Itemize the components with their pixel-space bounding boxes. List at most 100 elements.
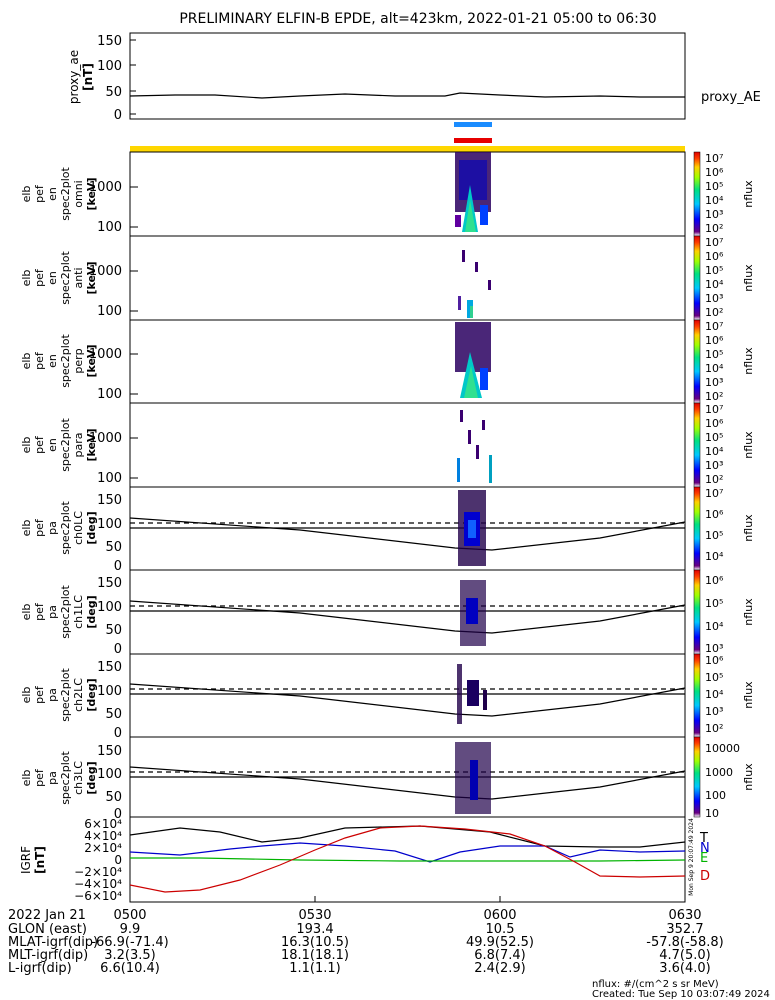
ch1-label: elb pef pa spec2plot ch1LC [deg] bbox=[20, 585, 98, 639]
ae-coverage-bar bbox=[454, 122, 492, 127]
ch2-frame bbox=[129, 653, 686, 738]
ephem-row3-v0: 3.2(3.5) bbox=[104, 948, 156, 963]
igrf-line-E bbox=[130, 857, 686, 862]
igrf-line-T bbox=[129, 825, 686, 848]
ch1-label-4: spec2plot bbox=[59, 585, 72, 639]
spectrogram-anti bbox=[458, 250, 491, 318]
ephemeris-table: 2022 Jan 21 0500 0530 0600 0630 GLON (ea… bbox=[8, 896, 724, 976]
cb2-tick-6: 10² bbox=[705, 306, 723, 319]
igrf-panel: 6×10⁴ 4×10⁴ 2×10⁴ 0 −2×10⁴ −4×10⁴ −6×10⁴… bbox=[19, 816, 710, 903]
anti-label-4: spec2plot bbox=[59, 251, 72, 305]
ch2-label-3: pa bbox=[46, 688, 59, 702]
cb5-tick-2: 10⁶ bbox=[705, 508, 724, 521]
ephem-row1-v0: 9.9 bbox=[120, 922, 141, 937]
omni-label-5: omni bbox=[72, 180, 85, 207]
para-label-4: spec2plot bbox=[59, 418, 72, 472]
epd-coverage-bar bbox=[454, 138, 492, 143]
igrf-tick-m2e4: −2×10⁴ bbox=[74, 865, 122, 879]
cb6-tick-2: 10⁵ bbox=[705, 597, 723, 610]
pa-spectrogram-ch2 bbox=[457, 664, 487, 724]
cb3-unit: nflux bbox=[742, 347, 755, 375]
ch0-label-6: [deg] bbox=[85, 511, 98, 544]
colorbar-2 bbox=[693, 235, 701, 321]
colorbars: 10⁷ 10⁶ 10⁵ 10⁴ 10³ 10² 10⁷ 10⁶ 10⁵ 10⁴ … bbox=[693, 151, 755, 820]
ch3-label-3: pa bbox=[46, 771, 59, 785]
cb4-unit: nflux bbox=[742, 431, 755, 459]
ch2-label: elb pef pa spec2plot ch2LC [deg] bbox=[20, 668, 98, 722]
ch0-tick-0: 0 bbox=[114, 559, 122, 574]
cb5-tick-4: 10⁴ bbox=[705, 550, 724, 563]
ae-ytick-labels: 150 100 50 0 bbox=[97, 34, 122, 123]
ephem-row4-label: L-igrf(dip) bbox=[8, 961, 72, 976]
anti-tick-1000: 1000 bbox=[89, 264, 122, 279]
para-tick-100: 100 bbox=[97, 471, 122, 486]
colorbar-1 bbox=[693, 151, 701, 237]
colorbar-7 bbox=[693, 653, 701, 738]
ae-series-label: proxy_AE bbox=[701, 90, 761, 105]
ch1-frame bbox=[129, 569, 686, 655]
omni-tick-1000: 1000 bbox=[89, 180, 122, 195]
pa-spectrogram-ch0 bbox=[458, 490, 486, 566]
perp-label-1: elb bbox=[20, 353, 33, 370]
figure-title: PRELIMINARY ELFIN-B EPDE, alt=423km, 202… bbox=[179, 11, 656, 27]
cb1-tick-2: 10⁶ bbox=[705, 166, 724, 179]
cb6-unit: nflux bbox=[742, 598, 755, 626]
omni-frame bbox=[129, 151, 686, 237]
anti-label-5: anti bbox=[72, 267, 85, 288]
cb6-tick-4: 10³ bbox=[705, 642, 723, 655]
colorbar-8 bbox=[693, 736, 701, 818]
ch3-tick-0: 0 bbox=[114, 807, 122, 822]
cb1-tick-3: 10⁵ bbox=[705, 180, 723, 193]
cb5-unit: nflux bbox=[742, 514, 755, 542]
ephem-row3-v2: 6.8(7.4) bbox=[474, 948, 526, 963]
ch3-curves bbox=[129, 766, 686, 800]
igrf-side-stamp: Mon Sep 9 20:07:49 2024 bbox=[688, 818, 695, 896]
ch2-tick-0: 0 bbox=[114, 726, 122, 741]
cb7-tick-4: 10³ bbox=[705, 705, 723, 718]
cb5-tick-3: 10⁵ bbox=[705, 529, 723, 542]
cb8-tick-1: 10000 bbox=[705, 742, 740, 755]
omni-label-2: pef bbox=[33, 184, 46, 203]
colorbar-6 bbox=[693, 569, 701, 655]
cb4-tick-5: 10³ bbox=[705, 459, 723, 472]
ch0-label-3: pa bbox=[46, 521, 59, 535]
igrf-legend-D: D bbox=[700, 869, 710, 884]
cb1-tick-5: 10³ bbox=[705, 208, 723, 221]
ch2-tick-50: 50 bbox=[105, 707, 122, 722]
ch2-tick-100: 100 bbox=[97, 684, 122, 699]
ephem-row0-v3: 0630 bbox=[668, 908, 701, 923]
ch1-label-5: ch1LC bbox=[72, 595, 85, 629]
ephem-row0-v2: 0600 bbox=[483, 908, 516, 923]
cb4-tick-2: 10⁶ bbox=[705, 417, 724, 430]
ephem-row1-v3: 352.7 bbox=[666, 922, 703, 937]
colorbar-3 bbox=[693, 319, 701, 404]
anti-label-3: en bbox=[46, 271, 59, 285]
para-frame bbox=[129, 402, 686, 488]
cb2-tick-4: 10⁴ bbox=[705, 278, 724, 291]
omni-label-1: elb bbox=[20, 186, 33, 203]
ch2-label-4: spec2plot bbox=[59, 668, 72, 722]
igrf-legend-N: N bbox=[700, 841, 710, 856]
cb2-tick-5: 10³ bbox=[705, 292, 723, 305]
cb3-tick-1: 10⁷ bbox=[705, 320, 723, 333]
ch3-label-1: elb bbox=[20, 770, 33, 787]
status-bar bbox=[130, 146, 685, 152]
ch3-label: elb pef pa spec2plot ch3LC [deg] bbox=[20, 751, 98, 805]
igrf-ylabel-1: IGRF bbox=[19, 846, 33, 874]
ch1-curves bbox=[129, 600, 686, 634]
ae-panel: 150 100 50 0 proxy_ae [nT] proxy_AE bbox=[67, 32, 761, 123]
ephem-row2-v1: 16.3(10.5) bbox=[281, 935, 349, 950]
ae-ylabel-2: [nT] bbox=[81, 63, 95, 91]
cb1-tick-4: 10⁴ bbox=[705, 194, 724, 207]
ch0-label-2: pef bbox=[33, 518, 46, 537]
cb6-tick-3: 10⁴ bbox=[705, 620, 724, 633]
ephem-row4-v0: 6.6(10.4) bbox=[100, 961, 160, 976]
footer-units: nflux: #/(cm^2 s sr MeV) bbox=[592, 979, 719, 990]
cb7-tick-1: 10⁶ bbox=[705, 654, 724, 667]
cb5-tick-1: 10⁷ bbox=[705, 487, 723, 500]
ch0-label-5: ch0LC bbox=[72, 511, 85, 545]
ch1-tick-150: 150 bbox=[97, 576, 122, 591]
ch1-tick-100: 100 bbox=[97, 600, 122, 615]
cb8-tick-2: 1000 bbox=[705, 766, 733, 779]
